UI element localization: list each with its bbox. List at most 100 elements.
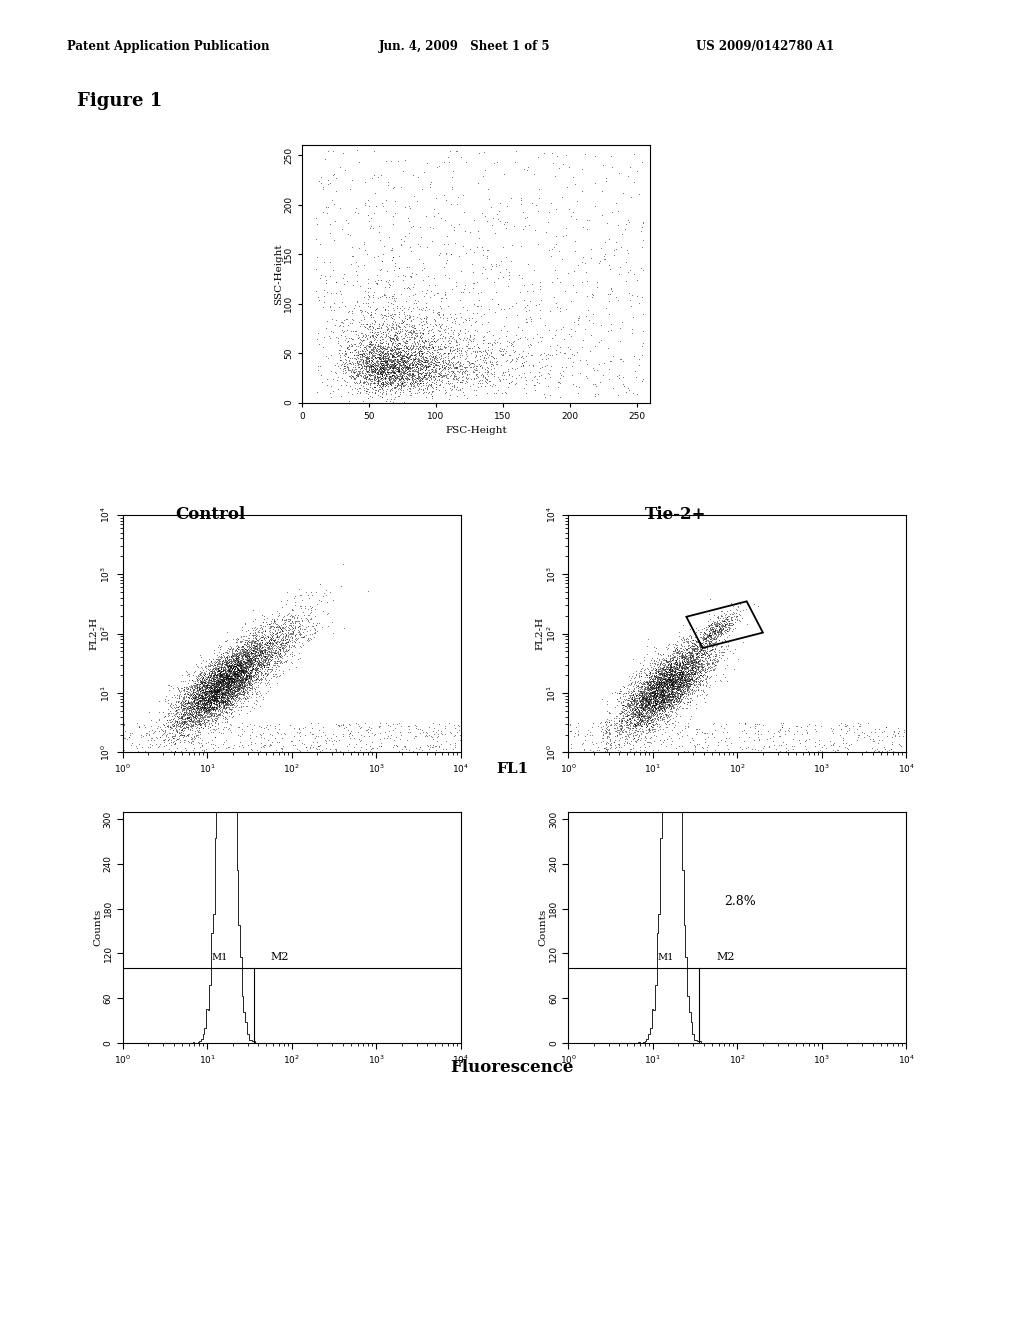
- Point: [200, 668, 216, 689]
- Point: [250, 652, 266, 673]
- Point: [219, 692, 236, 713]
- Point: [186, 726, 203, 747]
- Point: [639, 677, 655, 698]
- Point: [458, 343, 474, 364]
- Point: [179, 706, 196, 727]
- Point: [231, 667, 248, 688]
- Point: [421, 364, 437, 385]
- Point: [679, 678, 695, 700]
- Point: [231, 665, 248, 686]
- Point: [416, 348, 432, 370]
- Point: [646, 681, 663, 702]
- Point: [253, 656, 269, 677]
- Point: [574, 216, 591, 238]
- Point: [227, 668, 244, 689]
- Point: [253, 645, 269, 667]
- Point: [357, 351, 374, 372]
- Point: [350, 364, 367, 385]
- Point: [651, 692, 668, 713]
- Point: [646, 668, 663, 689]
- Point: [203, 675, 219, 696]
- Point: [200, 692, 216, 713]
- Point: [241, 665, 257, 686]
- Point: [650, 660, 667, 681]
- Point: [238, 643, 254, 664]
- Point: [176, 682, 193, 704]
- Point: [197, 684, 213, 705]
- Point: [191, 705, 208, 726]
- Point: [798, 739, 814, 760]
- Point: [647, 697, 664, 718]
- Point: [362, 343, 379, 364]
- Point: [646, 714, 663, 735]
- Point: [601, 255, 617, 276]
- Point: [605, 742, 622, 763]
- Point: [227, 664, 244, 685]
- Point: [209, 681, 225, 702]
- Point: [200, 676, 216, 697]
- Point: [631, 684, 647, 705]
- Point: [215, 690, 231, 711]
- Point: [646, 689, 663, 710]
- Point: [779, 739, 796, 760]
- Point: [634, 684, 650, 705]
- Point: [647, 678, 664, 700]
- Point: [424, 354, 440, 375]
- Point: [671, 642, 687, 663]
- Point: [207, 677, 223, 698]
- Point: [271, 602, 288, 623]
- Point: [431, 338, 447, 359]
- Point: [428, 741, 444, 762]
- Point: [632, 681, 648, 702]
- Point: [369, 737, 385, 758]
- Point: [710, 731, 726, 752]
- Point: [361, 326, 378, 347]
- Point: [633, 704, 649, 725]
- Point: [632, 690, 648, 711]
- Point: [203, 689, 219, 710]
- Point: [375, 358, 391, 379]
- Point: [253, 643, 269, 664]
- Point: [397, 314, 414, 335]
- Point: [293, 607, 309, 628]
- Point: [364, 360, 380, 381]
- Point: [633, 220, 649, 242]
- Point: [385, 719, 401, 741]
- Point: [204, 697, 220, 718]
- Point: [170, 715, 186, 737]
- Point: [196, 698, 212, 719]
- Point: [350, 325, 367, 346]
- Point: [449, 341, 465, 362]
- Point: [431, 359, 447, 380]
- Point: [210, 689, 226, 710]
- Point: [663, 669, 679, 690]
- Point: [377, 350, 393, 371]
- Point: [650, 657, 667, 678]
- Point: [386, 342, 402, 363]
- Point: [278, 640, 294, 661]
- Point: [673, 690, 689, 711]
- Point: [188, 685, 205, 706]
- Point: [130, 717, 146, 738]
- Point: [699, 638, 716, 659]
- Point: [618, 731, 635, 752]
- Point: [223, 686, 240, 708]
- Point: [671, 672, 687, 693]
- Point: [172, 708, 188, 729]
- Point: [543, 246, 559, 267]
- Point: [185, 684, 202, 705]
- Point: [347, 341, 364, 362]
- Point: [153, 718, 169, 739]
- Point: [205, 678, 221, 700]
- Point: [407, 356, 423, 378]
- Point: [375, 363, 391, 384]
- Point: [421, 298, 437, 319]
- Point: [639, 701, 655, 722]
- Point: [238, 686, 254, 708]
- Point: [220, 668, 237, 689]
- Point: [665, 685, 681, 706]
- Point: [196, 698, 212, 719]
- Point: [239, 655, 255, 676]
- Point: [352, 350, 369, 371]
- Point: [206, 681, 222, 702]
